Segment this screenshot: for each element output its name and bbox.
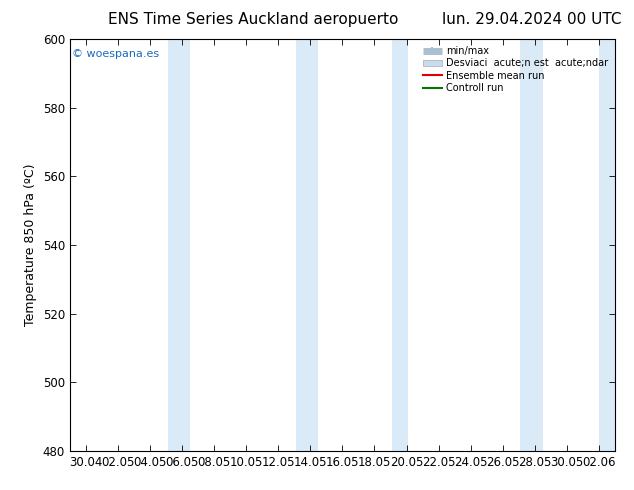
Bar xyxy=(599,39,615,451)
Legend: min/max, Desviaci  acute;n est  acute;ndar, Ensemble mean run, Controll run: min/max, Desviaci acute;n est acute;ndar… xyxy=(421,44,610,95)
Bar xyxy=(167,39,190,451)
Text: lun. 29.04.2024 00 UTC: lun. 29.04.2024 00 UTC xyxy=(442,12,621,27)
Text: ENS Time Series Auckland aeropuerto: ENS Time Series Auckland aeropuerto xyxy=(108,12,399,27)
Y-axis label: Temperature 850 hPa (ºC): Temperature 850 hPa (ºC) xyxy=(24,164,37,326)
Bar xyxy=(296,39,318,451)
Text: © woespana.es: © woespana.es xyxy=(72,49,160,59)
Bar xyxy=(392,39,408,451)
Bar xyxy=(521,39,543,451)
